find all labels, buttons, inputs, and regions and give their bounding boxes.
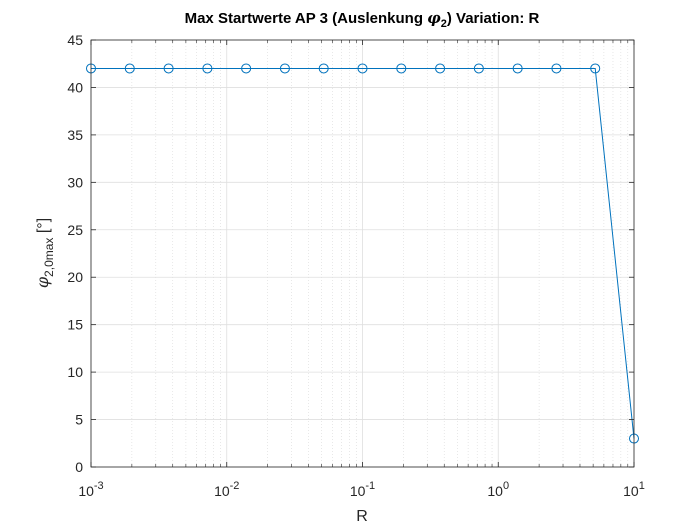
data-point-marker bbox=[357, 63, 368, 74]
x-tick-label-base: 10 bbox=[623, 483, 639, 499]
chart-title: Max Startwerte AP 3 (Auslenkung φ2) Vari… bbox=[185, 9, 540, 30]
y-tick-label: 15 bbox=[67, 317, 83, 333]
x-tick-label-exponent: -2 bbox=[230, 480, 240, 492]
y-tick-label: 25 bbox=[67, 222, 83, 238]
y-axis-label: φ2,0max [°] bbox=[33, 218, 56, 288]
chart-title-before: Max Startwerte AP 3 (Auslenkung bbox=[185, 10, 428, 27]
y-tick-label: 5 bbox=[75, 412, 83, 428]
data-point-marker bbox=[590, 63, 601, 74]
y-axis-label-unit: [°] bbox=[35, 218, 52, 238]
y-axis-label-subscript: 2,0max bbox=[42, 238, 56, 277]
data-point-marker bbox=[435, 63, 446, 74]
data-point-marker bbox=[163, 63, 174, 74]
minor-grid bbox=[131, 40, 629, 467]
x-tick-label-base: 10 bbox=[78, 483, 94, 499]
data-point-marker bbox=[279, 63, 290, 74]
x-tick-label: 10-3 bbox=[78, 480, 103, 499]
data-point-marker bbox=[124, 63, 135, 74]
chart-title-after: ) Variation: R bbox=[447, 10, 540, 27]
x-tick-label-exponent: 1 bbox=[639, 480, 645, 492]
x-tick-label: 10-2 bbox=[214, 480, 239, 499]
x-tick-label-exponent: -3 bbox=[94, 480, 104, 492]
data-point-marker bbox=[396, 63, 407, 74]
tick-marks bbox=[90, 39, 635, 468]
y-tick-label: 40 bbox=[67, 79, 83, 95]
x-tick-labels: 10-3 10-2 10-1 100 101 bbox=[78, 480, 645, 499]
series-line bbox=[91, 67, 635, 439]
y-axis-label-symbol: φ bbox=[33, 276, 52, 288]
data-point-marker bbox=[202, 63, 213, 74]
data-point-marker bbox=[318, 63, 329, 74]
y-tick-label: 10 bbox=[67, 364, 83, 380]
y-tick-label: 0 bbox=[75, 459, 83, 475]
x-tick-label-exponent: -1 bbox=[365, 480, 375, 492]
y-tick-label: 30 bbox=[67, 174, 83, 190]
data-point-marker bbox=[551, 63, 562, 74]
data-point-marker bbox=[241, 63, 252, 74]
chart-title-symbol: φ bbox=[427, 9, 441, 27]
x-axis-label: R bbox=[356, 508, 368, 525]
y-tick-label: 45 bbox=[67, 32, 83, 48]
x-tick-label-exponent: 0 bbox=[503, 480, 509, 492]
x-tick-label-base: 10 bbox=[350, 483, 366, 499]
x-tick-label-base: 10 bbox=[487, 483, 503, 499]
x-tick-label-base: 10 bbox=[214, 483, 230, 499]
chart-title-subscript: 2 bbox=[441, 18, 447, 30]
y-tick-labels: 0 5 10 15 20 25 30 35 40 45 bbox=[67, 32, 83, 475]
y-tick-label: 35 bbox=[67, 127, 83, 143]
data-point-marker bbox=[512, 63, 523, 74]
x-tick-label: 101 bbox=[623, 480, 645, 499]
data-point-marker bbox=[473, 63, 484, 74]
y-tick-label: 20 bbox=[67, 269, 83, 285]
x-tick-label: 10-1 bbox=[350, 480, 375, 499]
x-tick-label: 100 bbox=[487, 480, 509, 499]
